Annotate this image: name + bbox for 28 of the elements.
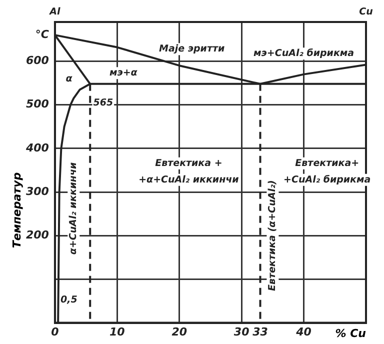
annotation: +CuAl₂ бирикма bbox=[284, 174, 371, 186]
y-tick-label: 500 bbox=[26, 98, 50, 111]
text: Al bbox=[48, 6, 62, 18]
x-tick-label: 40 bbox=[295, 325, 312, 338]
annotation: Евтектика+ bbox=[295, 158, 360, 169]
x-tick-label: 10 bbox=[110, 325, 126, 338]
annotation: Евтектика + bbox=[155, 158, 222, 169]
y-tick-label: 600 bbox=[26, 54, 50, 68]
y-tick-label: °C bbox=[35, 28, 49, 41]
annotation: +α+CuAl₂ иккинчи bbox=[138, 174, 240, 186]
x-axis-title: % Cu bbox=[335, 327, 366, 340]
x-tick-label: 20 bbox=[172, 325, 188, 338]
x-tick-label: 33 bbox=[252, 325, 268, 338]
annotation: мэ+CuAl₂ бирикма bbox=[254, 48, 354, 60]
annotation: α bbox=[66, 74, 73, 85]
y-axis-title: Температур bbox=[10, 172, 24, 248]
annotation: 0,5 bbox=[60, 294, 78, 306]
y-tick-label: 200 bbox=[26, 228, 50, 242]
y-tick-label: 300 bbox=[26, 184, 50, 198]
annotation: Евтектика (α+CuAl₂) bbox=[267, 180, 278, 292]
text: Cu bbox=[359, 6, 374, 18]
x-tick-label: 30 bbox=[234, 325, 250, 338]
annotation: α+CuAl₂ иккинчи bbox=[68, 162, 80, 255]
annotation: 565 bbox=[93, 98, 114, 109]
annotation: мэ+α bbox=[109, 68, 138, 79]
x-tick-label: 0 bbox=[51, 325, 60, 338]
y-tick-label: 400 bbox=[24, 141, 50, 154]
annotation: Мајe эритти bbox=[159, 44, 225, 55]
